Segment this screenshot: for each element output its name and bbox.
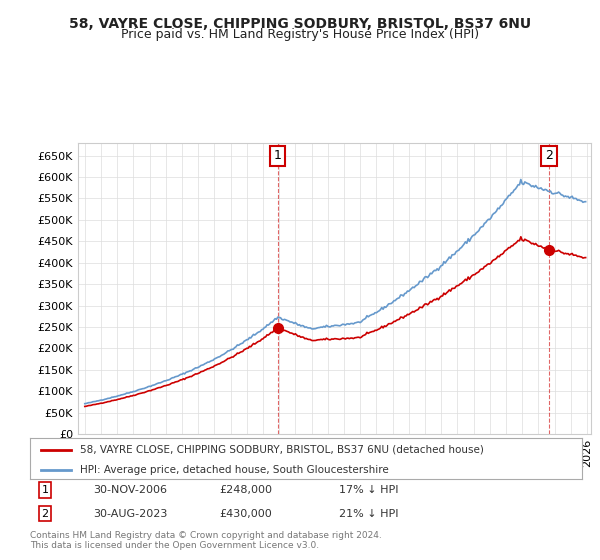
Text: £248,000: £248,000 xyxy=(219,485,272,495)
Text: 17% ↓ HPI: 17% ↓ HPI xyxy=(339,485,398,495)
Text: 58, VAYRE CLOSE, CHIPPING SODBURY, BRISTOL, BS37 6NU (detached house): 58, VAYRE CLOSE, CHIPPING SODBURY, BRIST… xyxy=(80,445,484,455)
Text: 2: 2 xyxy=(545,150,553,162)
Text: 30-AUG-2023: 30-AUG-2023 xyxy=(93,508,167,519)
Text: 21% ↓ HPI: 21% ↓ HPI xyxy=(339,508,398,519)
Text: £430,000: £430,000 xyxy=(219,508,272,519)
Text: 2: 2 xyxy=(41,508,49,519)
Text: 1: 1 xyxy=(41,485,49,495)
Text: 30-NOV-2006: 30-NOV-2006 xyxy=(93,485,167,495)
Text: 58, VAYRE CLOSE, CHIPPING SODBURY, BRISTOL, BS37 6NU: 58, VAYRE CLOSE, CHIPPING SODBURY, BRIST… xyxy=(69,17,531,31)
Text: Price paid vs. HM Land Registry's House Price Index (HPI): Price paid vs. HM Land Registry's House … xyxy=(121,28,479,41)
Text: Contains HM Land Registry data © Crown copyright and database right 2024.
This d: Contains HM Land Registry data © Crown c… xyxy=(30,530,382,550)
Text: HPI: Average price, detached house, South Gloucestershire: HPI: Average price, detached house, Sout… xyxy=(80,465,388,475)
Text: 1: 1 xyxy=(274,150,282,162)
